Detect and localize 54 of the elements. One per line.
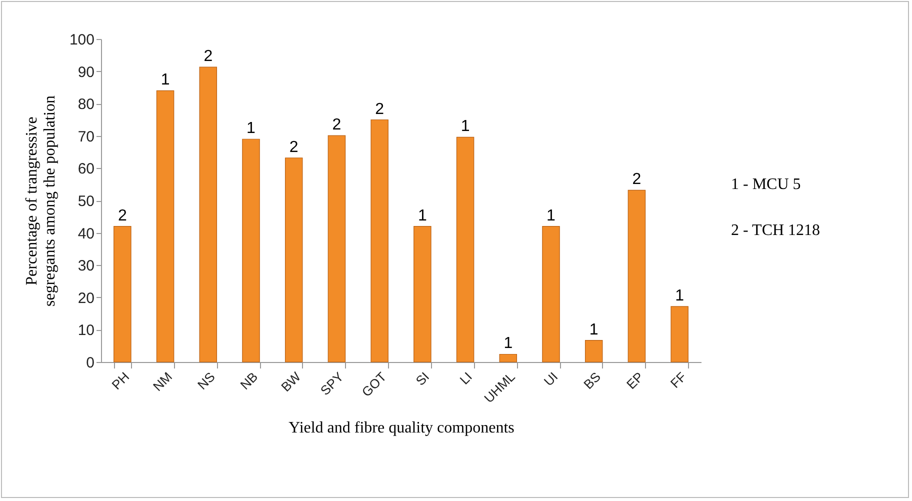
x-tick-label: NB — [237, 369, 261, 392]
bar — [199, 66, 218, 362]
y-tick-label: 0 — [86, 354, 94, 372]
bar — [414, 226, 432, 362]
bar — [456, 136, 474, 362]
annotation: 1 — [246, 120, 256, 138]
annotation: 2 — [375, 100, 384, 118]
x-tick-label: FF — [667, 369, 690, 391]
y-tick-label: 30 — [78, 258, 94, 275]
bar — [156, 90, 174, 362]
bar — [284, 158, 303, 362]
bar — [328, 135, 346, 362]
annotation: 1 — [460, 118, 470, 136]
annotation: 2 — [632, 171, 642, 188]
y-tick-label: 20 — [78, 290, 94, 307]
annotation: 2 — [289, 138, 298, 156]
text: 2 - TCH 1218 — [731, 222, 820, 239]
annotation: 1 — [160, 72, 170, 89]
x-tick-label: NS — [194, 368, 218, 392]
y-tick-label: 90 — [78, 64, 94, 81]
x-tick-label: NM — [150, 369, 175, 394]
annotation: 1 — [675, 287, 684, 304]
annotation: 2 — [332, 116, 342, 134]
x-tick-label: PH — [108, 369, 132, 392]
annotation: 1 — [504, 335, 513, 352]
annotation: 2 — [204, 48, 213, 66]
bar — [584, 340, 603, 362]
bar — [114, 226, 132, 362]
y-tick-label: 80 — [78, 96, 94, 114]
bar — [542, 226, 560, 362]
annotation: 2 — [118, 207, 127, 224]
bar — [670, 306, 688, 362]
annotation: 1 — [418, 207, 427, 224]
text: 1 - MCU 5 — [731, 176, 801, 193]
y-axis-title: Percentage of trangressive segregants among the population — [23, 95, 58, 307]
bar — [499, 354, 518, 362]
x-axis-title: Yield and fibre quality components — [288, 420, 514, 437]
x-tick-label: LI — [456, 369, 475, 388]
bar — [370, 119, 388, 362]
y-tick-label: 60 — [78, 160, 94, 178]
x-tick-label: SI — [412, 369, 432, 388]
bar — [242, 138, 260, 362]
y-tick-label: 50 — [78, 193, 94, 210]
bar — [628, 190, 646, 362]
x-tick-label: BS — [580, 368, 604, 392]
y-tick-label: 40 — [78, 225, 94, 242]
x-tick-label: UI — [540, 369, 561, 389]
y-tick-label: 100 — [69, 32, 94, 48]
x-tick-label: BW — [278, 368, 304, 395]
annotation: 1 — [589, 321, 598, 338]
y-tick-label: 10 — [78, 322, 94, 340]
y-tick-label: 70 — [78, 128, 94, 146]
annotation: 1 — [546, 207, 556, 224]
x-tick-label: EP — [624, 369, 646, 392]
